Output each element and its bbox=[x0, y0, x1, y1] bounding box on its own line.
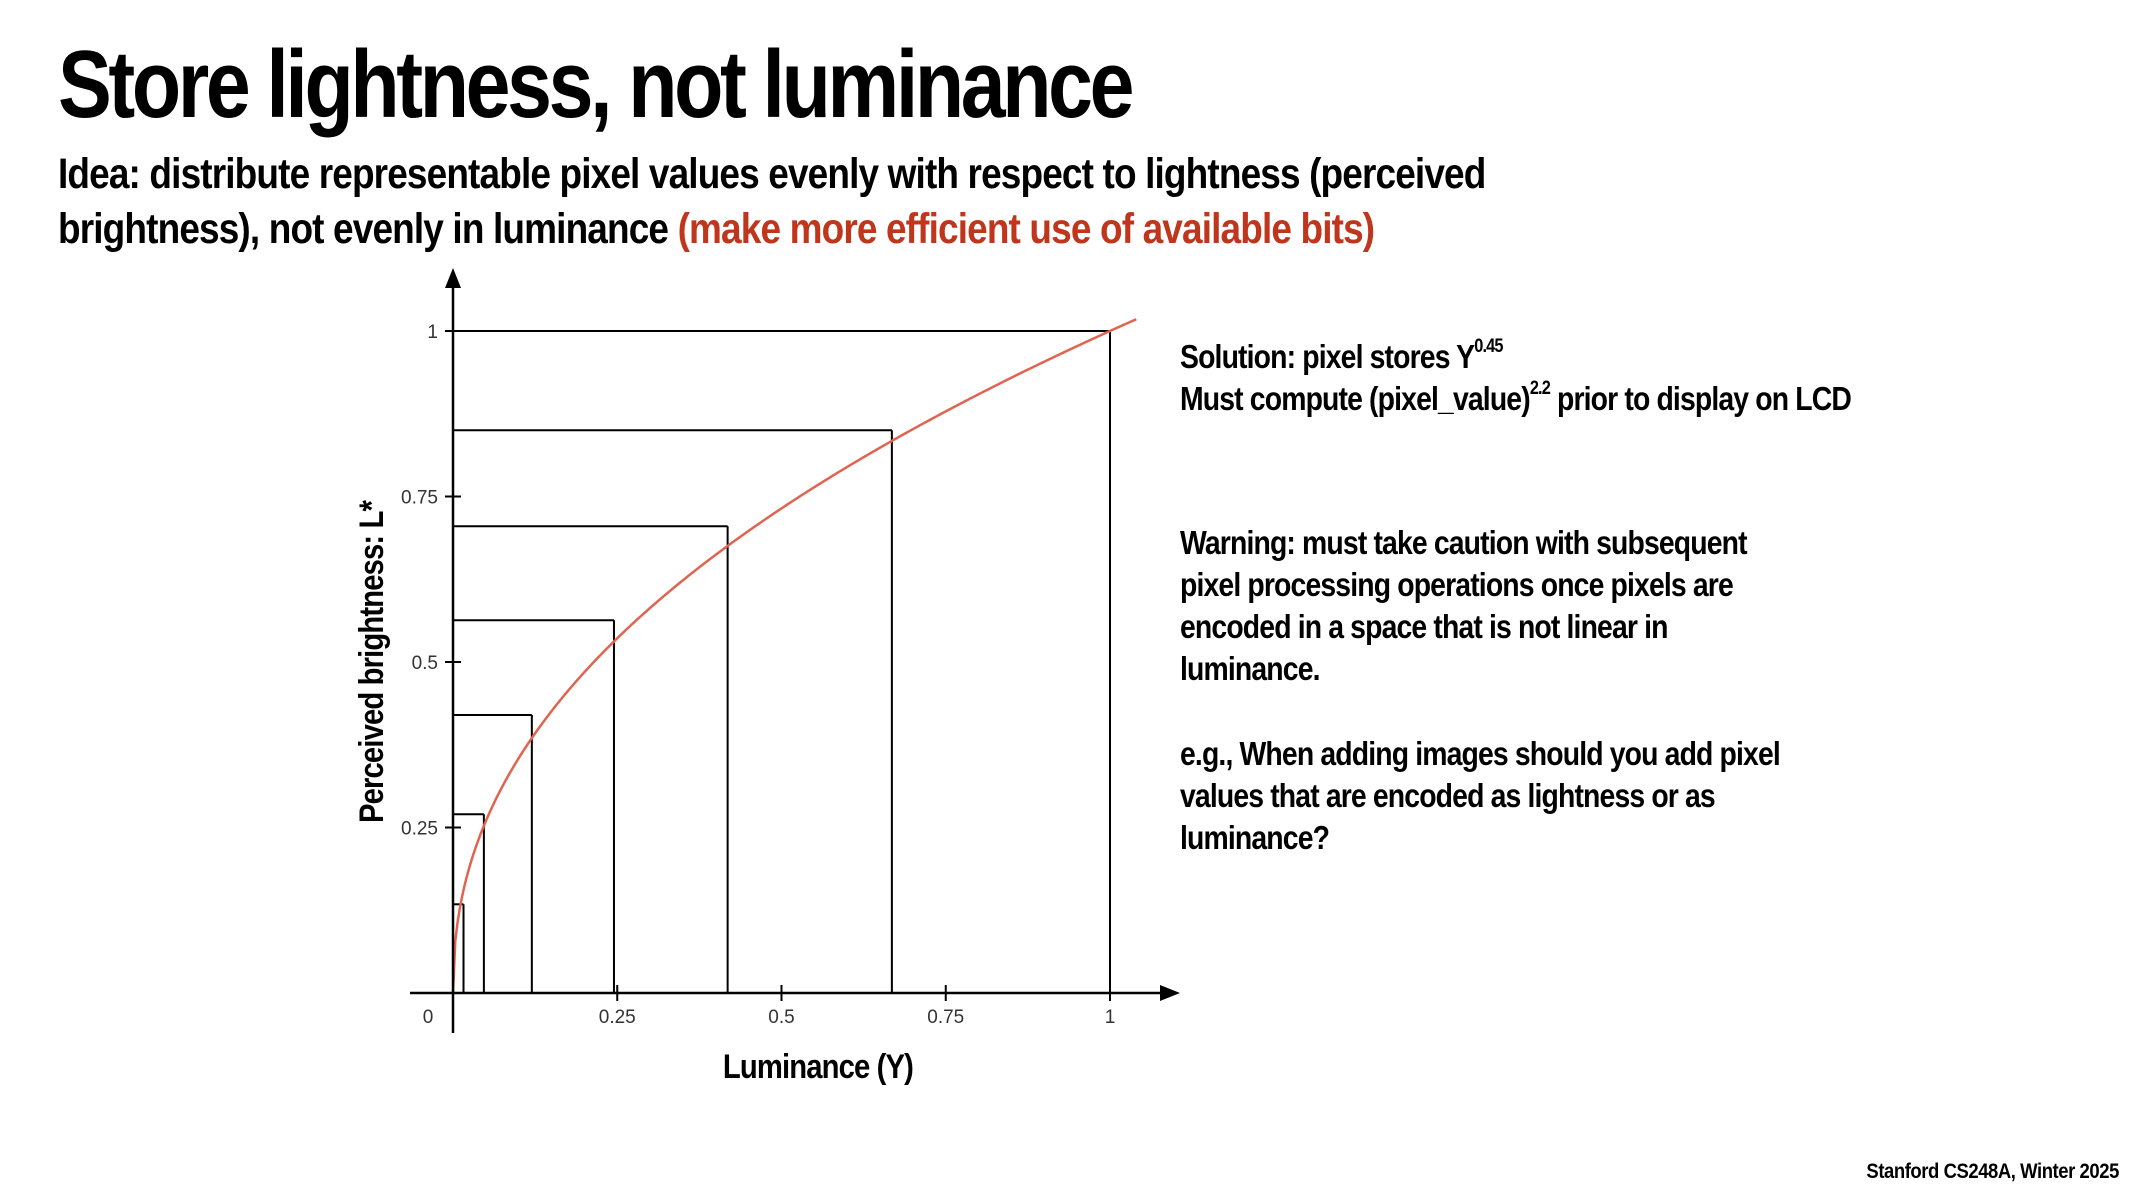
x-tick-label: 1 bbox=[1105, 1007, 1116, 1028]
warning-line: pixel processing operations once pixels … bbox=[1180, 566, 1734, 603]
y-tick-label: 0.25 bbox=[401, 819, 438, 840]
chart-guide-lines bbox=[453, 330, 1111, 993]
slide-subtitle: Idea: distribute representable pixel val… bbox=[58, 147, 1563, 257]
solution-line-2-text: Must compute (pixel_value) bbox=[1180, 380, 1531, 417]
x-axis-arrowhead bbox=[1160, 985, 1180, 1001]
x-tick-label: 0.25 bbox=[599, 1007, 636, 1028]
warning-line: Warning: must take caution with subseque… bbox=[1180, 524, 1748, 561]
y-tick-label: 0.75 bbox=[401, 488, 438, 509]
subtitle-main-text: Idea: distribute representable pixel val… bbox=[58, 150, 1486, 253]
solution-exponent: 0.45 bbox=[1474, 336, 1503, 357]
solution-line-2-suffix: prior to display on LCD bbox=[1549, 380, 1852, 417]
solution-line-2: Must compute (pixel_value)2.2 prior to d… bbox=[1180, 378, 1852, 420]
course-footer: Stanford CS248A, Winter 2025 bbox=[1866, 1160, 2120, 1183]
subtitle-highlight-text: (make more efficient use of available bi… bbox=[677, 205, 1376, 253]
y-tick-label: 0.5 bbox=[412, 653, 438, 674]
example-line: values that are encoded as lightness or … bbox=[1180, 777, 1716, 814]
display-exponent: 2.2 bbox=[1529, 378, 1551, 399]
example-line: luminance? bbox=[1180, 819, 1330, 856]
warning-text-block: Warning: must take caution with subseque… bbox=[1180, 522, 1748, 690]
solution-line-1-text: Solution: pixel stores Y bbox=[1180, 338, 1475, 375]
x-tick-label: 0.75 bbox=[927, 1007, 964, 1028]
x-tick-label: 0.5 bbox=[768, 1007, 794, 1028]
warning-line: luminance. bbox=[1180, 650, 1321, 687]
warning-line: encoded in a space that is not linear in bbox=[1180, 608, 1668, 645]
solution-text-block: Solution: pixel stores Y0.45 Must comput… bbox=[1180, 336, 1852, 420]
lightness-curve bbox=[451, 318, 1137, 994]
example-question-block: e.g., When adding images should you add … bbox=[1180, 733, 1781, 859]
y-axis-arrowhead bbox=[445, 268, 461, 288]
chart-axes bbox=[410, 268, 1180, 1033]
x-axis-title: Luminance (Y) bbox=[723, 1047, 913, 1086]
example-line: e.g., When adding images should you add … bbox=[1180, 735, 1781, 772]
chart-ticks: 0 0.25 0.5 0.75 1 0.25 0.5 0.75 1 bbox=[401, 322, 1115, 1028]
y-tick-label: 1 bbox=[427, 322, 438, 343]
y-axis-title: Perceived brightness: L* bbox=[352, 500, 391, 823]
slide-title: Store lightness, not luminance bbox=[58, 31, 1134, 138]
solution-line-1: Solution: pixel stores Y0.45 bbox=[1180, 336, 1851, 378]
x-tick-label: 0 bbox=[423, 1007, 434, 1028]
